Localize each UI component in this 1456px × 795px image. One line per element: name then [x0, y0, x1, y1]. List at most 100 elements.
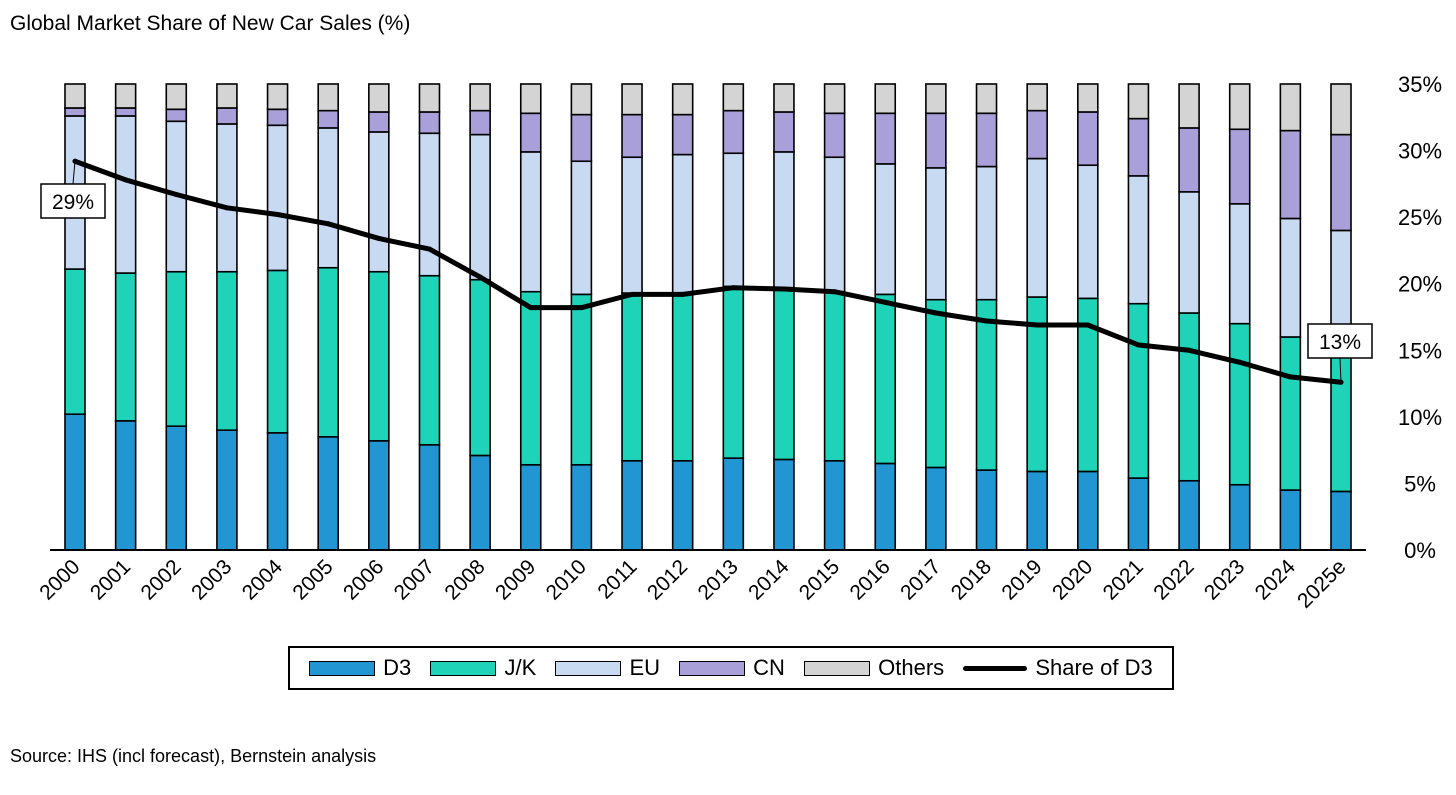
x-tick-label: 2016: [845, 555, 894, 604]
bar-segment-others-2003: [216, 83, 238, 109]
line-point-2014: [781, 286, 787, 292]
bar-segment-eu-2001: [114, 115, 137, 274]
bar-segment-others-2016: [874, 83, 897, 115]
bar-segment-d3-2001: [114, 420, 137, 551]
bar-segment-jk-2006: [368, 270, 390, 442]
bar-segment-cn-2006: [368, 111, 390, 133]
bar-segment-others-2015: [823, 83, 846, 115]
line-point-2017: [933, 310, 939, 316]
bar-segment-eu-2011: [621, 156, 643, 294]
line-point-2004: [275, 211, 281, 217]
bar-segment-others-2004: [266, 83, 289, 111]
line-point-2022: [1186, 347, 1192, 353]
bar-segment-others-2017: [925, 83, 947, 115]
bar-segment-jk-2012: [671, 292, 694, 462]
bar-segment-d3-2020: [1077, 470, 1099, 551]
bar-segment-eu-2013: [722, 152, 745, 288]
chart-title: Global Market Share of New Car Sales (%): [10, 12, 411, 35]
bar-segment-eu-2020: [1077, 164, 1099, 300]
bar-segment-d3-2010: [570, 463, 593, 551]
bar-segment-jk-2000: [64, 268, 86, 415]
bar-segment-jk-2013: [722, 285, 745, 459]
bar-segment-d3-2005: [317, 436, 340, 551]
bar-segment-others-2008: [469, 83, 491, 112]
legend-item-share: Share of D3: [963, 655, 1153, 681]
bar-segment-others-2019: [1026, 83, 1048, 112]
bar-segment-d3-2006: [368, 440, 390, 551]
bar-segment-eu-2010: [570, 160, 593, 296]
y-tick-label: 0%: [1404, 538, 1436, 563]
legend-label-share: Share of D3: [1035, 655, 1153, 680]
line-point-2020: [1085, 322, 1091, 328]
line-point-2018: [984, 318, 990, 324]
bar-segment-d3-2000: [64, 413, 86, 551]
bar-segment-cn-2000: [64, 107, 86, 117]
bar-segment-cn-2002: [165, 108, 188, 123]
bar-segment-others-2022: [1178, 83, 1200, 129]
bar-segment-d3-2002: [165, 425, 188, 551]
legend-label-jk: J/K: [504, 655, 537, 680]
bar-segment-others-2010: [570, 83, 593, 116]
bar-segment-cn-2014: [773, 111, 795, 153]
bar-segment-jk-2015: [823, 290, 846, 462]
bar-segment-jk-2004: [266, 269, 289, 434]
line-point-2012: [680, 291, 686, 297]
x-tick-label: 2019: [997, 555, 1046, 604]
bar-segment-d3-2013: [722, 457, 745, 551]
line-point-2013: [730, 285, 736, 291]
bar-segment-eu-2014: [773, 151, 795, 289]
bar-segment-others-2014: [773, 83, 795, 113]
x-tick-label: 2008: [440, 555, 489, 604]
x-tick-label: 2004: [238, 555, 288, 605]
bar-segment-jk-2001: [114, 272, 137, 422]
bar-segment-others-2005: [317, 83, 340, 112]
line-point-2007: [426, 246, 432, 252]
annotation-label: 29%: [52, 191, 94, 214]
bar-segment-cn-2008: [469, 109, 491, 136]
y-tick-label: 35%: [1398, 72, 1442, 97]
bar-segment-jk-2005: [317, 266, 340, 438]
bar-segment-others-2013: [722, 83, 745, 112]
bar-segment-jk-2021: [1127, 302, 1150, 479]
bar-segment-cn-2010: [570, 113, 593, 163]
bar-segment-d3-2008: [469, 454, 491, 551]
legend-swatch-d3: [309, 660, 376, 676]
bar-segment-jk-2018: [975, 298, 998, 471]
bar-segment-d3-2018: [975, 469, 998, 551]
legend-swatch-others: [804, 660, 871, 676]
x-tick-label: 2023: [1200, 555, 1249, 604]
bar-segment-cn-2025e: [1330, 133, 1352, 232]
bar-segment-others-2023: [1228, 83, 1251, 131]
source-note: Source: IHS (incl forecast), Bernstein a…: [10, 746, 377, 766]
bar-segment-d3-2021: [1127, 477, 1150, 551]
bar-segment-d3-2017: [925, 466, 947, 551]
bar-segment-eu-2006: [368, 131, 390, 273]
bar-segment-others-2020: [1077, 83, 1099, 113]
line-point-2016: [882, 299, 888, 305]
line-point-2021: [1135, 342, 1141, 348]
x-tick-label: 2017: [896, 555, 945, 604]
bar-segment-jk-2022: [1178, 312, 1200, 482]
legend-item-others: Others: [804, 655, 944, 681]
line-point-2003: [224, 205, 230, 211]
bar-segment-jk-2009: [519, 290, 542, 466]
bar-segment-d3-2016: [874, 462, 897, 551]
x-tick-label: 2010: [542, 555, 591, 604]
line-point-2019: [1034, 322, 1040, 328]
bar-segment-eu-2019: [1026, 157, 1048, 298]
y-tick-label: 25%: [1398, 205, 1442, 230]
bar-segment-d3-2014: [773, 458, 795, 551]
line-point-2010: [578, 305, 584, 311]
bar-segment-others-2011: [621, 83, 643, 116]
line-point-2002: [173, 192, 179, 198]
bar-segment-others-2000: [64, 83, 86, 109]
bar-segment-others-2007: [418, 83, 441, 113]
bar-segment-jk-2002: [165, 270, 188, 427]
line-point-2008: [477, 274, 483, 280]
legend-item-jk: J/K: [430, 655, 536, 681]
x-tick-label: 2022: [1149, 555, 1198, 604]
x-tick-label: 2009: [491, 555, 540, 604]
bar-segment-eu-2024: [1279, 217, 1302, 338]
bar-segment-eu-2003: [216, 123, 238, 273]
bar-segment-d3-2003: [216, 429, 238, 551]
